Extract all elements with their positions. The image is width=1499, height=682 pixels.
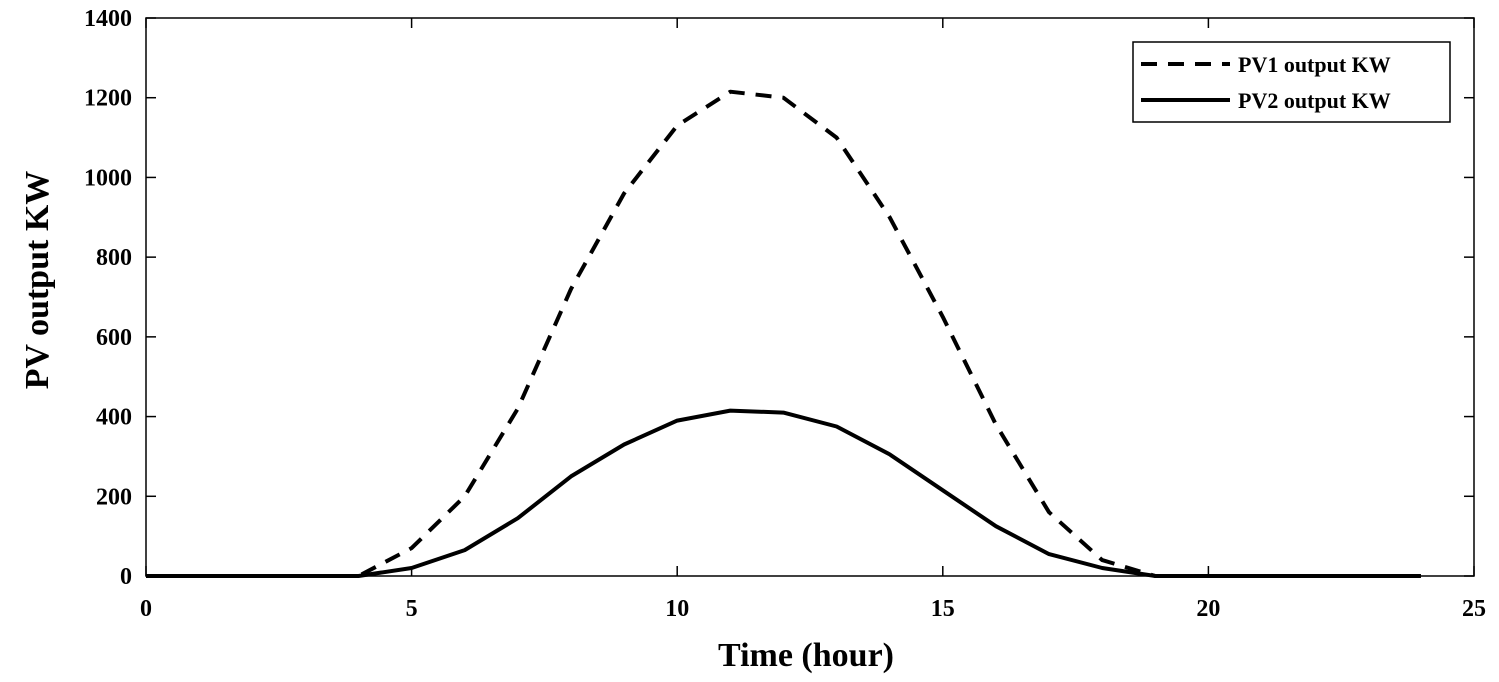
series-layer [146, 89, 1421, 578]
series-line-pv2 [146, 408, 1421, 578]
y-tick-label: 1000 [84, 165, 132, 191]
y-tick-label: 400 [96, 405, 132, 431]
series-line-pv1 [146, 89, 1421, 578]
x-tick-label: 15 [931, 596, 955, 622]
legend-box [1132, 41, 1451, 123]
x-tick-label: 5 [406, 596, 418, 622]
legend-label-pv1: PV1 output KW [1238, 52, 1391, 77]
plot-border [145, 17, 1475, 577]
x-axis: 0 5 10 15 20 25 [140, 18, 1486, 622]
y-axis-title: PV output KW [19, 171, 56, 390]
y-tick-label: 1200 [84, 86, 132, 112]
y-axis: 0 200 400 600 800 1000 1200 1400 [84, 6, 1474, 590]
x-tick-label: 25 [1462, 596, 1486, 622]
y-tick-label: 1400 [84, 6, 132, 32]
y-tick-label: 600 [96, 325, 132, 351]
plot-area [145, 17, 1475, 577]
x-tick-label: 20 [1196, 596, 1220, 622]
y-tick-label: 0 [120, 564, 132, 590]
x-tick-label: 0 [140, 596, 152, 622]
x-tick-label: 10 [665, 596, 689, 622]
legend: PV1 output KW PV2 output KW [1132, 41, 1451, 123]
y-tick-label: 800 [96, 245, 132, 271]
legend-label-pv2: PV2 output KW [1238, 88, 1391, 113]
x-axis-title: Time (hour) [718, 637, 894, 674]
y-tick-label: 200 [96, 484, 132, 510]
